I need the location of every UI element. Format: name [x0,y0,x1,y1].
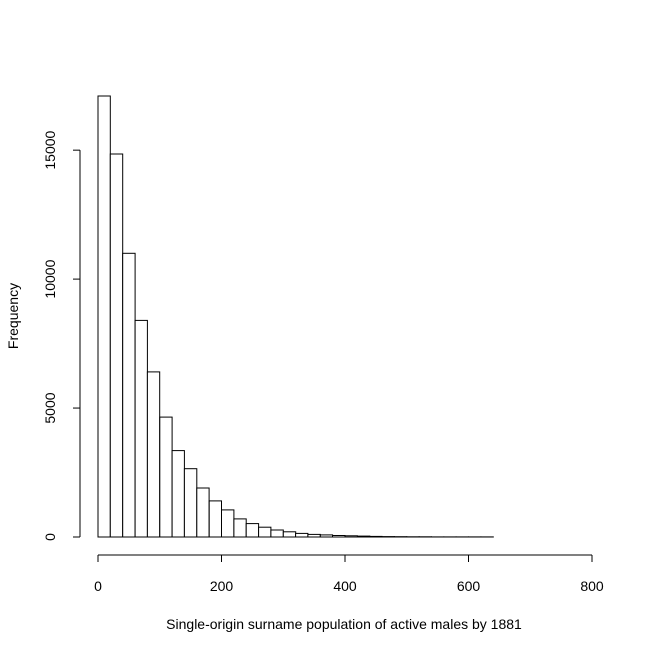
histogram-bar-8 [196,487,210,538]
histogram-bar-20 [344,535,358,538]
histogram-bar-9 [208,500,222,538]
histogram-bar-6 [171,450,185,538]
histogram-bar-14 [270,529,284,538]
histogram-bar-17 [307,533,321,538]
y-tick-label-2: 10000 [42,259,58,298]
histogram-bar-18 [319,534,334,538]
y-tick-label-1: 5000 [42,392,58,423]
histogram-bar-21 [356,535,371,538]
histogram-bar-2 [122,252,136,538]
y-axis-title: Frequency [5,283,21,349]
histogram-bar-15 [282,531,297,538]
histogram-bar-10 [221,509,235,538]
x-tick-label-1: 200 [210,578,234,594]
histogram-bar-5 [159,416,173,538]
histogram-bar-11 [233,518,247,538]
x-axis: 0 200 400 600 800 [94,554,604,594]
histogram-bar-22 [369,535,383,538]
x-tick-label-4: 800 [580,578,604,594]
y-tick-label-0: 0 [42,533,58,541]
histogram-bars [97,95,494,538]
histogram-bar-13 [258,526,272,538]
histogram-bar-3 [134,319,148,538]
x-tick-label-2: 400 [333,578,357,594]
x-axis-title: Single-origin surname population of acti… [166,616,522,632]
y-tick-label-3: 15000 [42,130,58,169]
histogram-bar-4 [146,371,161,538]
x-tick-label-0: 0 [94,578,102,594]
y-axis: 0 5000 10000 15000 [42,130,81,541]
histogram-bar-16 [295,532,309,538]
histogram-bar-1 [109,153,124,538]
x-tick-label-3: 600 [457,578,481,594]
histogram-bar-12 [245,523,260,538]
histogram-bar-7 [183,468,198,538]
histogram-bar-19 [332,535,346,538]
histogram-bar-0 [97,95,111,538]
